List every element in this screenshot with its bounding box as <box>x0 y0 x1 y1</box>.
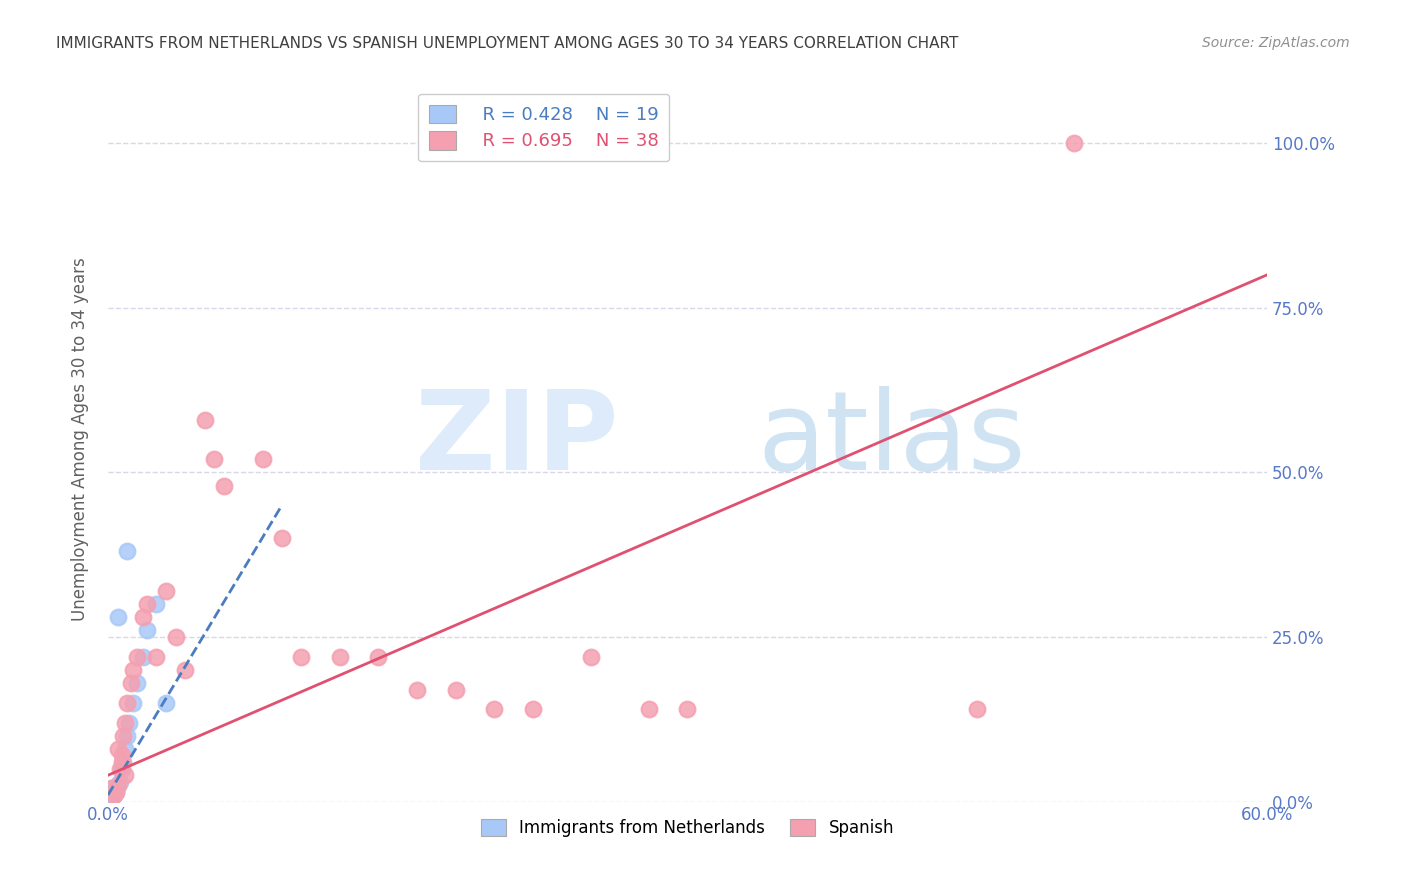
Point <box>125 676 148 690</box>
Point <box>579 649 602 664</box>
Point <box>367 649 389 664</box>
Point <box>290 649 312 664</box>
Point <box>122 663 145 677</box>
Point <box>125 649 148 664</box>
Point <box>165 630 187 644</box>
Point <box>107 778 129 792</box>
Point <box>110 755 132 769</box>
Point <box>120 676 142 690</box>
Point <box>484 702 506 716</box>
Point <box>117 696 139 710</box>
Text: IMMIGRANTS FROM NETHERLANDS VS SPANISH UNEMPLOYMENT AMONG AGES 30 TO 34 YEARS CO: IMMIGRANTS FROM NETHERLANDS VS SPANISH U… <box>56 36 959 51</box>
Point <box>117 729 139 743</box>
Y-axis label: Unemployment Among Ages 30 to 34 years: Unemployment Among Ages 30 to 34 years <box>72 258 89 622</box>
Text: atlas: atlas <box>756 386 1025 493</box>
Point <box>108 762 131 776</box>
Point <box>110 762 132 776</box>
Point <box>193 413 215 427</box>
Point <box>676 702 699 716</box>
Point <box>114 715 136 730</box>
Point <box>132 610 155 624</box>
Point <box>444 682 467 697</box>
Point <box>112 729 135 743</box>
Point <box>522 702 544 716</box>
Point <box>270 531 292 545</box>
Point <box>107 610 129 624</box>
Point <box>108 774 131 789</box>
Point <box>135 597 157 611</box>
Point <box>132 649 155 664</box>
Point <box>637 702 659 716</box>
Point <box>252 452 274 467</box>
Point <box>104 785 127 799</box>
Point <box>145 597 167 611</box>
Point <box>966 702 988 716</box>
Point <box>155 696 177 710</box>
Point <box>329 649 352 664</box>
Point <box>1063 136 1085 151</box>
Point <box>112 755 135 769</box>
Point <box>117 544 139 558</box>
Point <box>104 785 127 799</box>
Point <box>114 768 136 782</box>
Point <box>122 696 145 710</box>
Point <box>202 452 225 467</box>
Point <box>103 788 125 802</box>
Point <box>212 478 235 492</box>
Point <box>155 583 177 598</box>
Point <box>406 682 429 697</box>
Point <box>114 742 136 756</box>
Point <box>107 778 129 792</box>
Point <box>118 715 141 730</box>
Point <box>101 781 124 796</box>
Text: Source: ZipAtlas.com: Source: ZipAtlas.com <box>1202 36 1350 50</box>
Point <box>107 742 129 756</box>
Point <box>98 788 121 802</box>
Point <box>145 649 167 664</box>
Point <box>103 788 125 802</box>
Point <box>135 624 157 638</box>
Text: ZIP: ZIP <box>415 386 617 493</box>
Point <box>101 781 124 796</box>
Legend: Immigrants from Netherlands, Spanish: Immigrants from Netherlands, Spanish <box>474 813 901 844</box>
Point <box>110 748 132 763</box>
Point <box>174 663 197 677</box>
